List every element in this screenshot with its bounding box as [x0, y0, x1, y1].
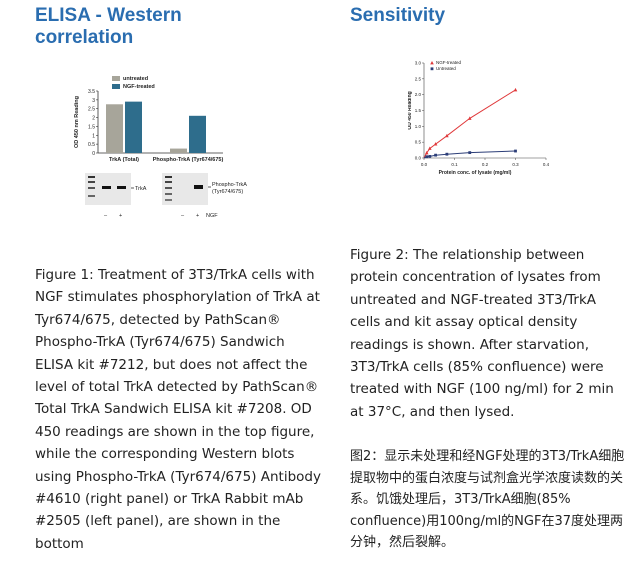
blot-band	[88, 181, 95, 183]
y-axis-label: OD 450 nm Reading	[74, 96, 80, 148]
bar-ngf-treated-0	[125, 101, 142, 153]
lane-minus-label: –	[104, 213, 108, 219]
y-tick-label: 2.5	[88, 107, 95, 113]
data-point-ngf-treated	[424, 150, 429, 155]
ngf-label: NGF	[206, 213, 218, 219]
x-tick-label: 0.2	[482, 162, 489, 167]
bar-untreated-1	[170, 148, 187, 153]
data-point-untreated	[514, 149, 517, 153]
data-point-untreated	[445, 152, 449, 156]
elisa-bar-chart: 0 0.5 1 1.5 2 2.5 3 3.5 OD 450 nm Reading TrkA (T…	[74, 76, 224, 163]
legend-swatch	[112, 84, 120, 89]
x-tick-label: 0.4	[543, 162, 550, 167]
western-blot-phospho-trka: Phospho-TrkA (Tyr674/675) – + NGF	[162, 173, 247, 219]
blot-band	[165, 187, 172, 189]
blot-band	[165, 181, 172, 183]
data-point-untreated	[434, 153, 437, 157]
legend-marker	[430, 67, 434, 71]
y-tick-label: 1.5	[415, 108, 422, 113]
sensitivity-line-chart: 0.0 0.1 0.2 0.3 0.4 0.0 0.5 1.0 1.5 2.0 2.5 3.0 Prot…	[408, 60, 550, 176]
bar-ngf-treated-1	[189, 115, 206, 153]
data-point-ngf-treated	[513, 87, 518, 92]
blot-band	[194, 185, 203, 189]
y-tick-label: 3.0	[415, 61, 422, 66]
data-point-untreated	[428, 155, 432, 158]
legend-marker	[430, 61, 434, 65]
figure2-caption: Figure 2: The relationship between prote…	[350, 247, 614, 420]
legend-label: NGF-treated	[436, 60, 462, 65]
legend-label: NGF-treated	[123, 84, 155, 90]
legend-swatch	[112, 76, 120, 81]
y-tick-label: 2	[92, 116, 95, 122]
data-point-untreated	[425, 155, 429, 159]
blot-band	[165, 193, 172, 195]
y-tick-label: 2.5	[415, 76, 422, 81]
y-tick-label: 0.5	[88, 142, 95, 148]
x-tick-label: 0.1	[451, 162, 458, 167]
western-blot-total-trka: TrkA – +	[85, 173, 147, 219]
y-tick-label: 3	[92, 98, 95, 104]
data-point-ngf-treated	[427, 146, 432, 150]
y-tick-label: 2.0	[415, 92, 422, 97]
lane-plus-label: +	[196, 213, 199, 219]
lane-minus-label: –	[181, 213, 185, 219]
legend-label: untreated	[123, 76, 148, 82]
data-point-ngf-treated	[445, 133, 449, 138]
right-column-title: Sensitivity	[350, 5, 446, 26]
blot-label-trka: TrkA	[135, 186, 147, 192]
series-line-ngf-treated	[423, 89, 516, 159]
y-tick-label: 1.5	[88, 124, 95, 130]
blot-label-phospho-trka: Phospho-TrkA	[212, 182, 247, 188]
blot-band	[102, 186, 111, 189]
x-axis-label: Protein conc. of lysate (mg/ml)	[439, 170, 512, 176]
blot-band	[165, 199, 172, 201]
figure1-caption: Figure 1: Treatment of 3T3/TrkA cells wi…	[35, 267, 321, 552]
data-point-ngf-treated	[467, 116, 472, 120]
y-tick-label: 1.0	[415, 124, 422, 129]
left-column-title: ELISA - Western correlation	[35, 5, 182, 48]
blot-band	[88, 176, 95, 178]
blot-band	[165, 176, 172, 178]
data-point-ngf-treated	[433, 142, 438, 146]
figure2-caption-chinese: 图2：显示未处理和经NGF处理的3T3/TrkA细胞提取物中的蛋白浓度与试剂盒光…	[350, 449, 625, 551]
y-tick-label: 1	[92, 133, 95, 139]
data-point-untreated	[468, 151, 472, 155]
lane-plus-label: +	[119, 213, 122, 219]
y-axis-label: OD 450 Reading	[408, 91, 413, 129]
y-tick-label: 0	[92, 151, 95, 157]
blot-band	[88, 187, 95, 189]
x-category-label: Phospho-TrkA (Tyr674/675)	[153, 157, 224, 163]
blot-band	[88, 195, 95, 197]
y-tick-label: 0.5	[415, 140, 422, 145]
legend-label: Untreated	[436, 66, 456, 71]
x-category-label: TrkA (Total)	[109, 157, 139, 163]
blot-label-phospho-site: (Tyr674/675)	[212, 189, 243, 195]
y-tick-label: 0.0	[415, 156, 422, 161]
bar-untreated-0	[106, 104, 123, 153]
x-tick-label: 0.3	[512, 162, 519, 167]
x-tick-label: 0.0	[421, 162, 428, 167]
y-tick-label: 3.5	[88, 89, 95, 95]
blot-band	[117, 186, 126, 189]
